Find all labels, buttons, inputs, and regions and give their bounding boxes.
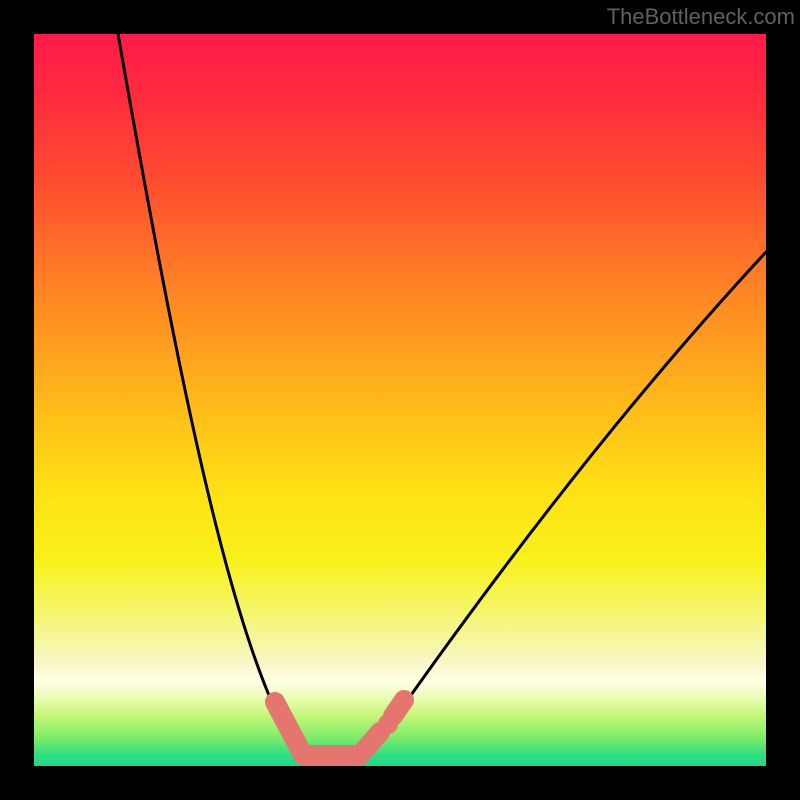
highlight-segment [393,700,404,716]
highlight-dot [378,714,398,734]
chart-stage: TheBottleneck.com [0,0,800,800]
plot-background [34,34,766,766]
bottleneck-curve-chart [0,0,800,800]
watermark-text: TheBottleneck.com [607,4,795,30]
